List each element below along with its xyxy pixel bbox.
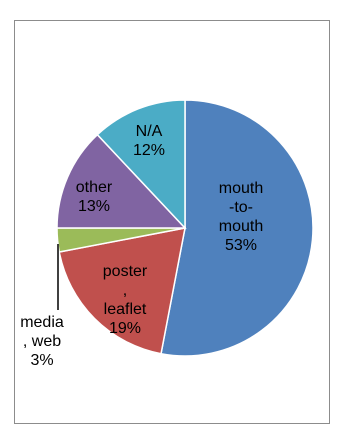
pie-slice-other [56,133,187,229]
data-label-other: other 13% [76,179,113,215]
data-label-mouth-to-mouth: mouth -to-mouth 53% [219,180,263,254]
data-label-n-a: N/A 12% [133,123,165,159]
data-label-media-web: media, web 3% [20,314,64,369]
pie-slice-mouth-to-mouth [160,99,314,357]
data-label-poster-leaflet: poster, leaflet 19% [103,263,148,337]
pie-slice-poster-leaflet [58,227,186,355]
pie-slice-n-a [96,99,186,230]
